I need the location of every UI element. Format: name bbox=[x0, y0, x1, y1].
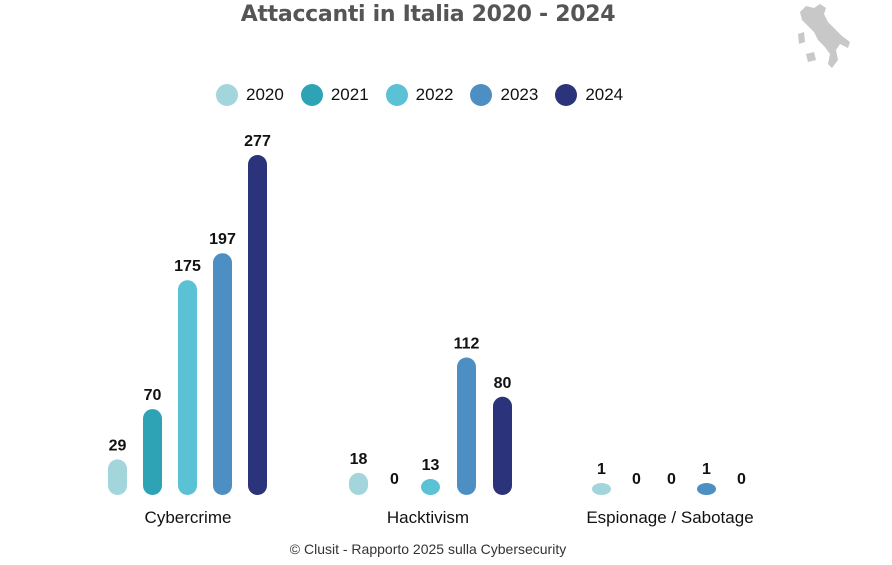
bar-2024-cybercrime bbox=[248, 155, 267, 495]
legend-item-2023: 2023 bbox=[470, 84, 538, 106]
data-label-2022-cybercrime: 175 bbox=[174, 258, 201, 275]
data-label-2020-hacktivism: 18 bbox=[350, 451, 368, 468]
italy-map-icon bbox=[798, 4, 850, 68]
legend-swatch-2022 bbox=[385, 84, 408, 106]
bar-2020-espionage-sabotage bbox=[592, 483, 611, 495]
category-label: Espionage / Sabotage bbox=[586, 508, 753, 527]
data-label-2024-cybercrime: 277 bbox=[244, 133, 271, 150]
data-label-2023-hacktivism: 112 bbox=[454, 336, 480, 353]
data-label-2022-hacktivism: 13 bbox=[422, 457, 440, 474]
bar-2022-cybercrime bbox=[178, 280, 197, 495]
data-label-2020-espionage-sabotage: 1 bbox=[597, 461, 606, 478]
bar-2023-cybercrime bbox=[213, 253, 232, 495]
legend-swatch-2023 bbox=[470, 84, 493, 106]
bar-2022-hacktivism bbox=[421, 479, 440, 495]
data-label-2023-espionage-sabotage: 1 bbox=[702, 461, 711, 478]
legend-label-2020: 2020 bbox=[246, 85, 284, 104]
category-label: Cybercrime bbox=[145, 508, 232, 527]
chart-title: Attaccanti in Italia 2020 - 2024 bbox=[240, 2, 616, 27]
legend-item-2020: 2020 bbox=[216, 84, 284, 106]
bar-2023-hacktivism bbox=[457, 357, 476, 495]
legend-swatch-2020 bbox=[216, 84, 238, 106]
legend-label-2023: 2023 bbox=[500, 85, 539, 104]
bar-2020-hacktivism bbox=[349, 472, 368, 495]
legend: 2020 2021 2022 2023 2024 bbox=[216, 84, 640, 106]
copyright-footer: © Clusit - Rapporto 2025 sulla Cybersecu… bbox=[289, 541, 567, 557]
legend-item-2022: 2022 bbox=[385, 84, 454, 106]
legend-swatch-2024 bbox=[555, 84, 578, 106]
data-label-2021-espionage-sabotage: 0 bbox=[632, 471, 641, 488]
bar-2023-espionage-sabotage bbox=[697, 483, 716, 495]
legend-label-2022: 2022 bbox=[415, 85, 454, 104]
legend-label-2021: 2021 bbox=[330, 85, 369, 104]
data-label-2024-espionage-sabotage: 0 bbox=[737, 471, 746, 488]
data-label-2020-cybercrime: 29 bbox=[109, 437, 127, 454]
bar-2024-hacktivism bbox=[493, 396, 512, 495]
data-label-2024-hacktivism: 80 bbox=[494, 375, 512, 392]
legend-item-2024: 2024 bbox=[555, 84, 623, 106]
legend-item-2021: 2021 bbox=[300, 84, 369, 106]
data-label-2021-hacktivism: 0 bbox=[390, 471, 399, 488]
legend-label-2024: 2024 bbox=[585, 85, 624, 104]
data-label-2023-cybercrime: 197 bbox=[209, 231, 236, 248]
bar-2021-cybercrime bbox=[143, 409, 162, 495]
bar-2020-cybercrime bbox=[108, 459, 127, 495]
category-label: Hacktivism bbox=[387, 508, 469, 527]
legend-swatch-2021 bbox=[300, 84, 323, 106]
data-label-2022-espionage-sabotage: 0 bbox=[667, 471, 676, 488]
data-label-2021-cybercrime: 70 bbox=[144, 387, 162, 404]
